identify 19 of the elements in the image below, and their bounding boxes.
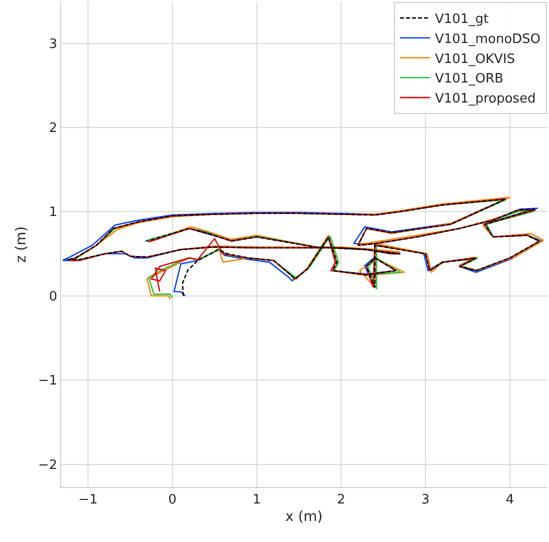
- y-tick-label: 3: [49, 36, 58, 52]
- x-tick-label: −1: [78, 492, 98, 508]
- legend-label: V101_ORB: [435, 72, 504, 87]
- x-tick-label: 3: [421, 492, 430, 508]
- y-tick-label: −1: [38, 374, 58, 389]
- y-tick-label: −2: [38, 458, 58, 473]
- x-tick-label: 1: [252, 492, 261, 508]
- y-axis-title: z (m): [14, 226, 30, 263]
- x-tick-label: 0: [168, 492, 177, 508]
- legend-label: V101_gt: [435, 12, 489, 28]
- x-tick-label: 4: [506, 492, 514, 508]
- y-tick-label: 0: [49, 289, 58, 304]
- y-tick-label: 1: [49, 205, 58, 220]
- x-tick-label: 2: [336, 492, 346, 508]
- legend-label: V101_proposed: [435, 92, 536, 107]
- x-axis-title: x (m): [285, 509, 323, 525]
- legend-label: V101_monoDSO: [435, 32, 541, 47]
- legend-label: V101_OKVIS: [435, 52, 515, 67]
- y-tick-label: 2: [49, 121, 58, 136]
